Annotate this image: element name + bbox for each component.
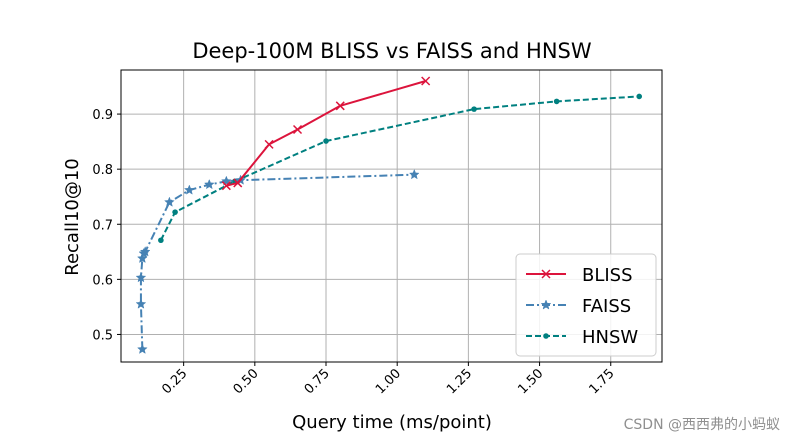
legend-label-bliss: BLISS — [582, 265, 633, 286]
data-point-faiss — [136, 343, 148, 354]
legend-label-hnsw: HNSW — [582, 327, 638, 348]
series-bliss — [221, 76, 431, 191]
legend-marker-faiss — [540, 299, 552, 310]
x-axis-label: Query time (ms/point) — [292, 412, 492, 433]
plot-area — [120, 69, 663, 363]
data-point-faiss — [135, 272, 147, 283]
series-line-faiss — [139, 173, 415, 350]
data-point-bliss — [264, 139, 274, 149]
legend-box — [515, 253, 657, 357]
data-point-bliss — [293, 124, 303, 135]
data-point-hnsw — [158, 237, 164, 244]
data-point-faiss — [183, 184, 195, 195]
y-axis-label: Recall10@10 — [62, 158, 83, 276]
data-point-faiss — [203, 178, 215, 190]
data-point-bliss — [335, 101, 345, 111]
data-point-bliss — [233, 178, 243, 188]
y-axis: 0.5 0.6 0.7 0.8 0.9 — [92, 108, 121, 343]
legend-marker-bliss — [541, 269, 551, 279]
legend-item-faiss: FAISS — [526, 296, 631, 317]
data-point-hnsw — [471, 106, 477, 112]
x-tick-label: 1.25 — [444, 366, 475, 397]
y-tick-label: 0.5 — [92, 328, 113, 343]
series-layer — [135, 76, 643, 354]
data-point-hnsw — [323, 138, 329, 144]
x-tick-label: 0.25 — [159, 366, 190, 397]
series-line-bliss — [226, 80, 426, 187]
x-tick-label: 1.75 — [586, 366, 617, 397]
legend-label-faiss: FAISS — [582, 296, 631, 317]
x-tick-label: 0.50 — [231, 366, 262, 397]
data-point-bliss — [221, 181, 231, 191]
data-point-hnsw — [636, 93, 643, 100]
chart-title: Deep-100M BLISS vs FAISS and HNSW — [192, 39, 592, 63]
data-point-bliss — [421, 76, 431, 86]
data-point-faiss — [139, 246, 151, 257]
y-tick-label: 0.7 — [92, 218, 113, 233]
data-point-faiss — [220, 175, 232, 186]
legend-item-hnsw: HNSW — [526, 327, 638, 348]
data-point-hnsw — [553, 98, 560, 105]
watermark-text: CSDN @西西弗的小蚂蚁 — [624, 417, 780, 433]
y-tick-label: 0.8 — [92, 163, 113, 178]
x-axis: 0.25 0.50 0.75 1.00 1.25 1.50 1.75 — [159, 362, 618, 397]
data-point-faiss — [164, 196, 175, 207]
x-tick-label: 1.50 — [515, 366, 546, 397]
y-tick-label: 0.6 — [92, 273, 113, 288]
legend-marker-hnsw — [543, 333, 549, 339]
series-hnsw — [158, 93, 643, 244]
data-point-faiss — [135, 298, 147, 309]
x-tick-label: 1.00 — [373, 366, 404, 397]
x-tick-label: 0.75 — [302, 366, 333, 397]
data-point-hnsw — [172, 209, 178, 215]
legend-item-bliss: BLISS — [526, 265, 633, 286]
data-point-faiss — [408, 169, 420, 180]
legend: BLISS FAISS HNSW — [515, 253, 657, 357]
plot-border — [120, 69, 663, 363]
y-tick-label: 0.9 — [92, 108, 113, 123]
